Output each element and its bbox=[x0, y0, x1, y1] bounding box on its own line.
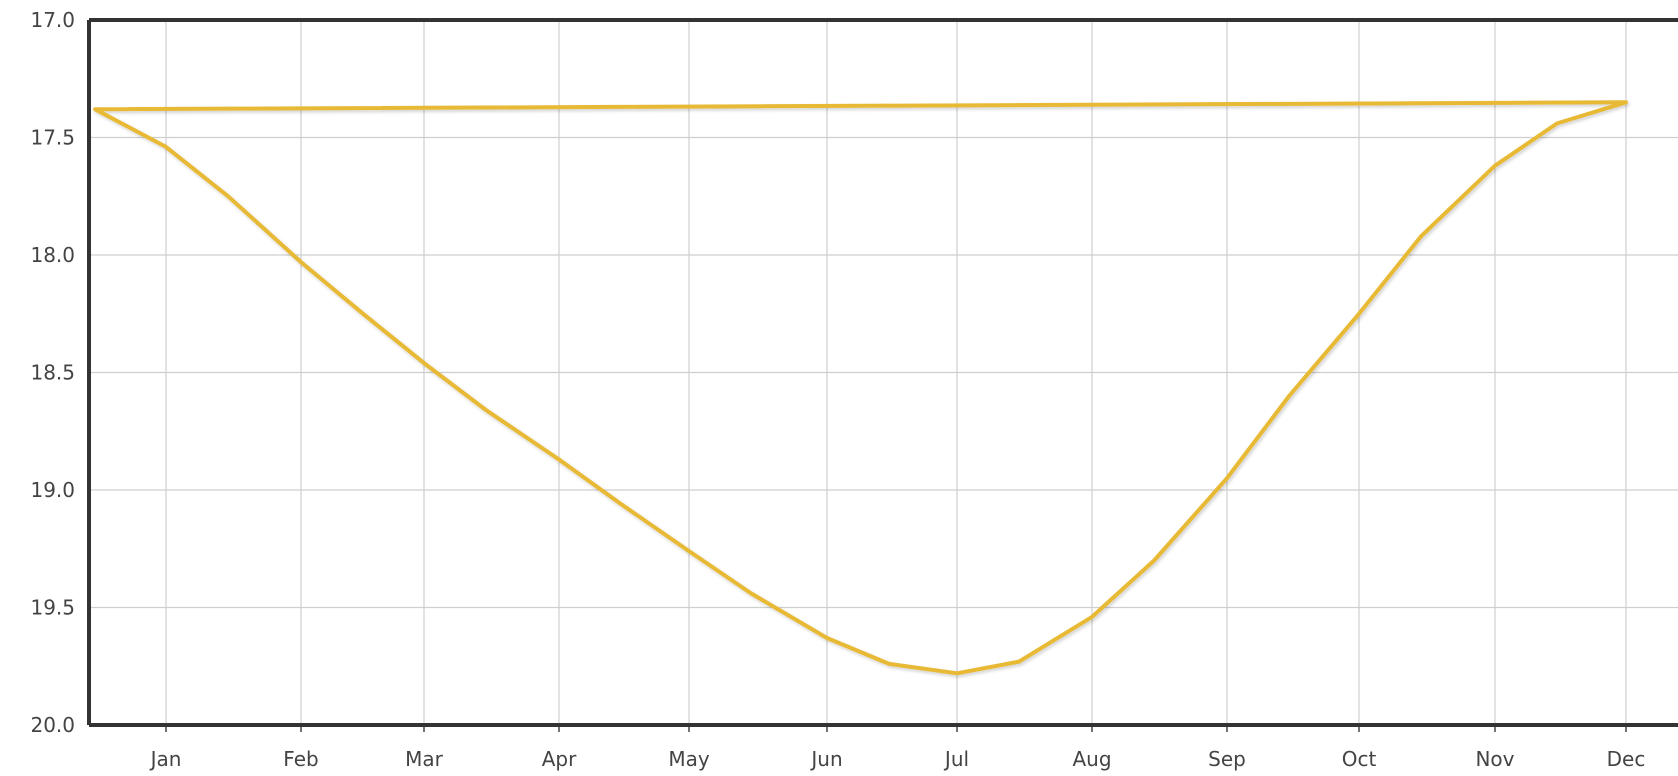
tick-labels: 17.0 17.5 18.0 18.5 19.0 19.5 20.0 Jan Feb Mar Apr… bbox=[30, 8, 1645, 771]
y-tick-label: 20.0 bbox=[30, 713, 75, 737]
x-tick-label: May bbox=[668, 747, 710, 771]
x-tick-label: Oct bbox=[1342, 747, 1377, 771]
x-tick-label: Mar bbox=[405, 747, 444, 771]
y-tick-label: 19.5 bbox=[30, 596, 75, 620]
x-tick-label: Dec bbox=[1607, 747, 1646, 771]
x-tick-label: Jun bbox=[809, 747, 842, 771]
x-tick-label: Nov bbox=[1475, 747, 1514, 771]
x-tick-label: Apr bbox=[542, 747, 577, 771]
x-tick-label: Sep bbox=[1208, 747, 1246, 771]
y-tick-label: 18.0 bbox=[30, 243, 75, 267]
y-tick-label: 17.5 bbox=[30, 126, 75, 150]
x-tick-label: Jul bbox=[943, 747, 969, 771]
series-layer bbox=[93, 100, 1628, 676]
x-tick-label: Jan bbox=[149, 747, 182, 771]
series-line bbox=[93, 100, 1628, 676]
grid bbox=[89, 20, 1678, 725]
y-tick-label: 19.0 bbox=[30, 478, 75, 502]
y-tick-label: 18.5 bbox=[30, 361, 75, 385]
x-tick-label: Feb bbox=[283, 747, 318, 771]
x-tick-label: Aug bbox=[1072, 747, 1111, 771]
y-tick-label: 17.0 bbox=[30, 8, 75, 32]
axes bbox=[87, 18, 1678, 732]
